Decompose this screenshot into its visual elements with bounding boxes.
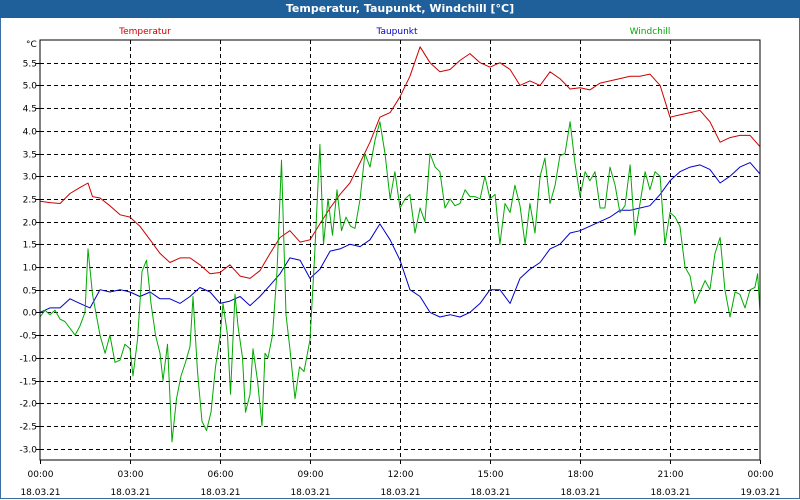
y-tick-label: -1.5 (19, 378, 37, 388)
y-tick-label: 0.0 (23, 309, 38, 319)
y-tick-label: 4.5 (23, 105, 37, 115)
x-tick-time-label: 00:00 (28, 470, 54, 480)
x-tick-date-label: 18.03.21 (470, 488, 510, 498)
y-tick-label: -1.0 (19, 355, 37, 365)
x-tick-time-label: 12:00 (388, 470, 414, 480)
x-tick-date-label: 18.03.21 (380, 488, 420, 498)
y-tick-label: -3.0 (19, 446, 37, 456)
y-axis-ticks: 5.5 5.0 4.5 4.0 3.5 3.0 2.5 2.0 1.5 1.0 0.5 0.0 -0.5… (19, 60, 40, 456)
y-tick-label: 0.5 (23, 287, 37, 297)
x-tick-date-label: 18.03.21 (290, 488, 330, 498)
y-tick-label: 1.5 (23, 241, 37, 251)
grid (40, 40, 760, 460)
y-tick-label: -0.5 (19, 332, 37, 342)
chart-title: Temperatur, Taupunkt, Windchill [°C] (0, 0, 800, 18)
y-axis-unit-label: °C (26, 40, 37, 50)
y-tick-label: 5.5 (23, 60, 37, 70)
series-line-windchill (39, 121, 761, 443)
y-tick-label: 4.0 (23, 128, 38, 138)
y-tick-label: 5.0 (23, 82, 38, 92)
y-tick-label: 3.0 (23, 173, 38, 183)
legend-entry: Taupunkt (375, 27, 418, 37)
x-tick-time-label: 00:00 (748, 470, 774, 480)
legend-entry: Windchill (630, 27, 671, 37)
x-tick-date-label: 19.03.21 (740, 488, 780, 498)
x-tick-time-label: 03:00 (118, 470, 144, 480)
x-tick-date-label: 18.03.21 (560, 488, 600, 498)
x-tick-time-label: 09:00 (298, 470, 324, 480)
x-axis-ticks: 00:00 18.03.21 03:00 18.03.21 06:00 18.03.21 0… (20, 460, 781, 498)
x-tick-time-label: 06:00 (208, 470, 234, 480)
x-tick-date-label: 18.03.21 (200, 488, 240, 498)
x-tick-time-label: 18:00 (568, 470, 594, 480)
x-tick-date-label: 18.03.21 (110, 488, 150, 498)
x-tick-time-label: 21:00 (658, 470, 684, 480)
series-group (39, 46, 761, 443)
plot-area-border (39, 39, 761, 461)
x-tick-date-label: 18.03.21 (20, 488, 60, 498)
series-line-taupunkt (39, 162, 761, 318)
y-tick-label: -2.0 (19, 400, 37, 410)
series-line-temperatur (39, 46, 761, 279)
x-tick-time-label: 15:00 (478, 470, 504, 480)
y-tick-label: 2.5 (23, 196, 37, 206)
y-tick-label: 1.0 (23, 264, 38, 274)
y-tick-label: 2.0 (23, 219, 38, 229)
y-tick-label: 3.5 (23, 151, 37, 161)
y-tick-label: -2.5 (19, 423, 37, 433)
legend: Temperatur Taupunkt Windchill (118, 27, 670, 37)
x-tick-date-label: 18.03.21 (650, 488, 690, 498)
legend-entry: Temperatur (118, 27, 171, 37)
